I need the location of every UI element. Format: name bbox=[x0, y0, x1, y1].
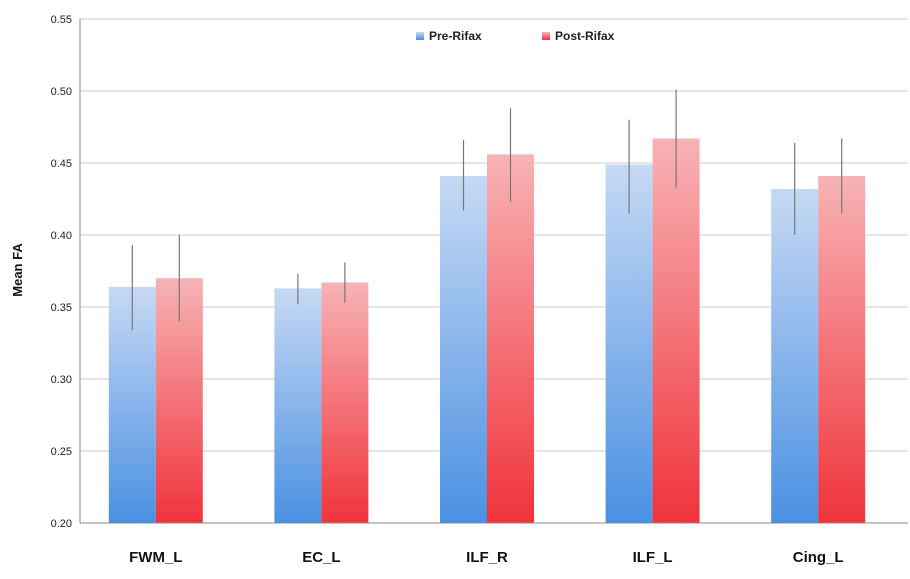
y-tick-label: 0.45 bbox=[51, 158, 72, 170]
bar-post-rifax-ec_l bbox=[321, 282, 369, 523]
bar-pre-rifax-ilf_l bbox=[605, 164, 653, 523]
bars bbox=[108, 138, 866, 524]
x-tick-label: FWM_L bbox=[129, 549, 182, 566]
y-tick-label: 0.50 bbox=[51, 86, 72, 98]
x-tick-label: EC_L bbox=[302, 549, 340, 566]
y-tick-label: 0.25 bbox=[51, 446, 72, 458]
legend-label: Post-Rifax bbox=[555, 29, 615, 43]
y-tick-label: 0.40 bbox=[51, 230, 72, 242]
bar-pre-rifax-ilf_r bbox=[440, 175, 487, 523]
y-tick-label: 0.20 bbox=[51, 518, 72, 530]
legend-label: Pre-Rifax bbox=[429, 29, 482, 43]
y-tick-labels: 0.20 0.25 0.30 0.35 0.40 0.45 0.50 0.55 bbox=[51, 14, 72, 530]
error-bars bbox=[131, 89, 843, 331]
x-tick-label: Cing_L bbox=[793, 549, 844, 566]
y-tick-label: 0.30 bbox=[51, 374, 72, 386]
legend-swatch-post-rifax bbox=[542, 32, 550, 40]
bar-post-rifax-ilf_l bbox=[652, 138, 700, 523]
y-tick-label: 0.35 bbox=[51, 302, 72, 314]
x-tick-labels: FWM_L EC_L ILF_R ILF_L Cing_L bbox=[129, 549, 843, 566]
y-tick-label: 0.55 bbox=[51, 14, 72, 26]
bar-post-rifax-cing_l bbox=[818, 175, 866, 523]
x-tick-label: ILF_L bbox=[633, 549, 673, 566]
bar-pre-rifax-ec_l bbox=[274, 288, 322, 523]
bar-pre-rifax-cing_l bbox=[771, 188, 819, 524]
y-axis-label: Mean FA bbox=[10, 243, 25, 297]
bar-post-rifax-ilf_r bbox=[487, 154, 534, 524]
axes bbox=[79, 19, 908, 524]
legend-swatch-pre-rifax bbox=[416, 32, 424, 40]
x-tick-label: ILF_R bbox=[466, 549, 508, 566]
legend: Pre-Rifax Post-Rifax bbox=[416, 29, 615, 43]
